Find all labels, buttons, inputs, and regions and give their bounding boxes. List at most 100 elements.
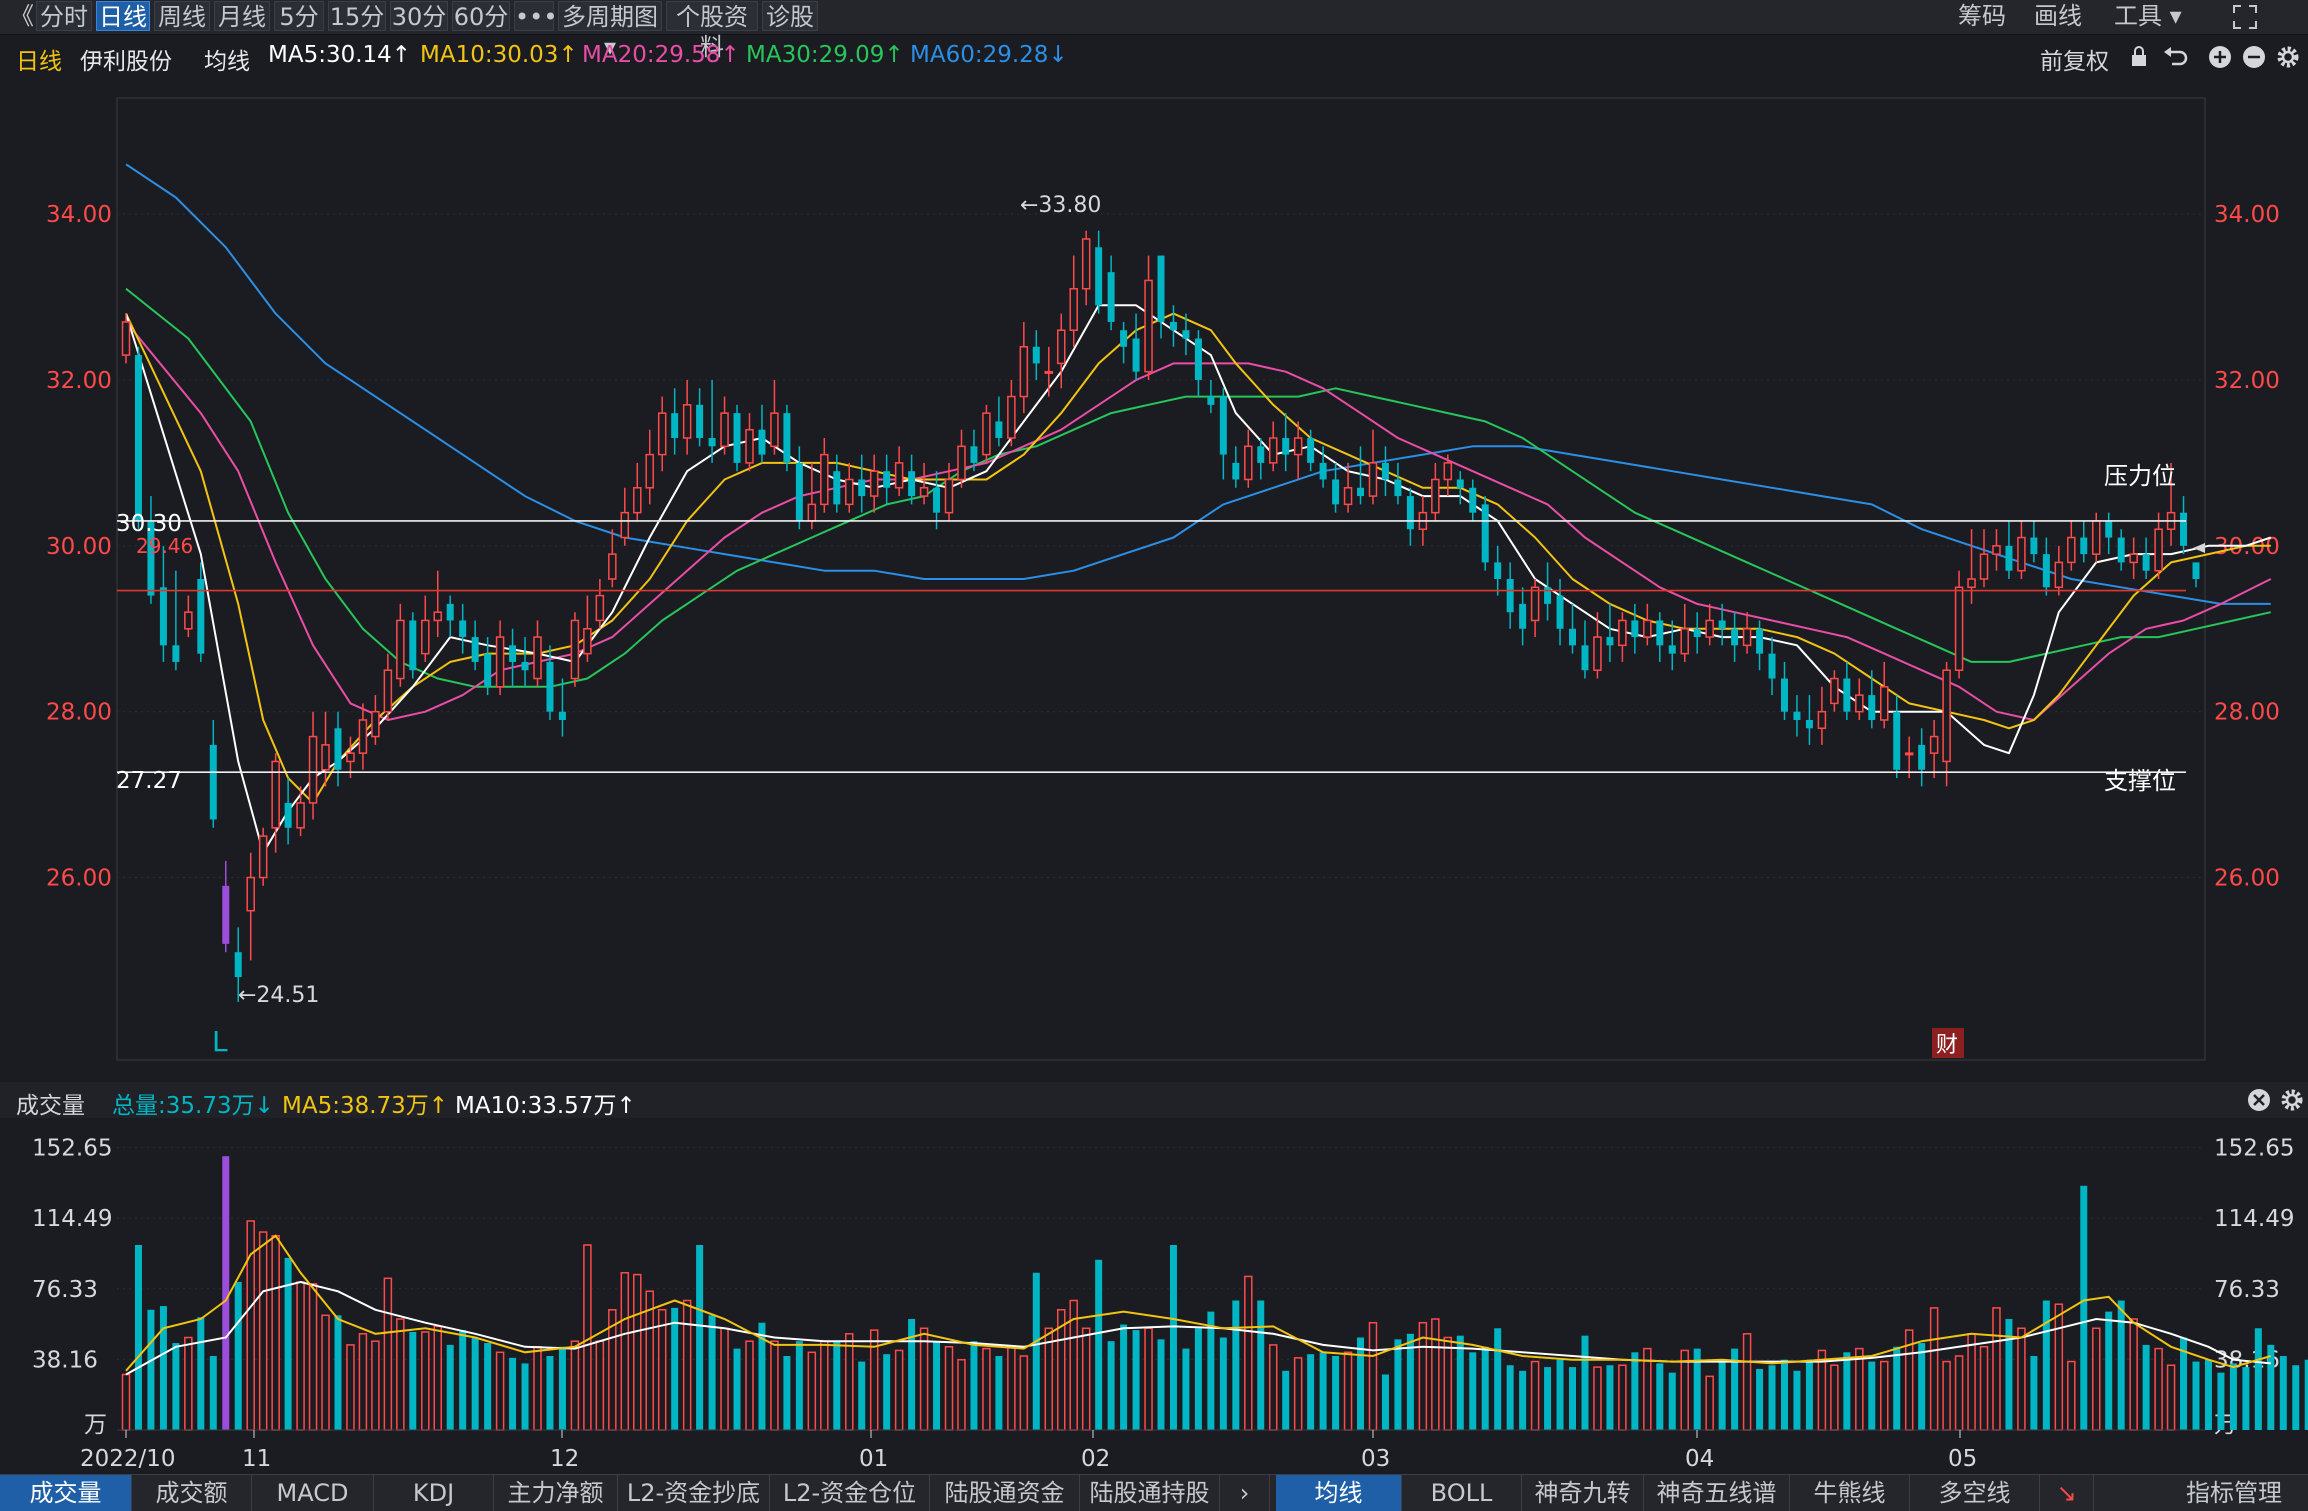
volume-bar [2230,1363,2237,1430]
tab-l2-bottom[interactable]: L2-资金抄底 [618,1475,770,1511]
tab-magic-nine[interactable]: 神奇九转 [1522,1475,1644,1511]
candle-body [497,637,504,687]
stock-name[interactable]: 伊利股份 [80,42,172,76]
volume-axis-label-right: 114.49 [2214,1206,2294,1232]
indicator-header: 日线 伊利股份 均线 MA5:30.14↑ MA10:30.03↑ MA20:2… [0,36,2308,78]
tab-boll[interactable]: BOLL [1402,1475,1522,1511]
candle-body [1320,463,1327,480]
candle-body [1781,679,1788,712]
candle-body [1806,720,1813,728]
volume-bar [546,1356,553,1430]
candle-body [322,745,329,770]
tab-weekly[interactable]: 周线 [154,1,210,31]
candle-body [1918,745,1925,770]
candle-body [883,471,890,488]
volume-bar [322,1315,329,1430]
candle-body [1033,347,1040,364]
tab-intraday[interactable]: 分时 [36,1,92,31]
volume-bar [1756,1369,1763,1430]
candle-body [1868,695,1875,720]
volume-bar [1594,1367,1601,1430]
collapse-icon[interactable]: 《 [10,1,34,31]
tab-macd[interactable]: MACD [252,1475,374,1511]
settings-gear-icon[interactable] [2280,49,2296,65]
candle-body [1793,712,1800,720]
volume-bar [1744,1334,1751,1430]
candle-body [734,413,741,463]
volume-bar [646,1291,653,1430]
tab-60min[interactable]: 60分 [452,1,510,31]
tab-5min[interactable]: 5分 [274,1,324,31]
candle-body [2005,546,2012,571]
candle-body [1357,488,1364,496]
candle-body [260,836,267,877]
more-periods-button[interactable]: ••• [514,1,554,31]
multi-period-dropdown[interactable]: 多周期图 ▾ [558,1,662,31]
fullscreen-icon[interactable] [2232,4,2258,30]
draw-line-button[interactable]: 画线 [2034,1,2082,31]
volume-bar [1893,1347,1900,1430]
candle-body [160,587,167,645]
volume-settings-gear-icon[interactable] [2284,1092,2300,1108]
tab-bull-bear[interactable]: 牛熊线 [1790,1475,1910,1511]
price-axis-label-left: 34.00 [46,202,112,228]
candle-body [659,413,666,454]
tab-daily[interactable]: 日线 [96,1,150,31]
tab-more-indicators-icon[interactable]: ↘ [2040,1475,2094,1511]
more-tabs-icon[interactable]: › [1220,1475,1270,1511]
tab-ma[interactable]: 均线 [1276,1475,1402,1511]
zoom-out-icon[interactable] [2243,46,2265,68]
volume-axis-label-left: 114.49 [32,1206,112,1232]
tab-main-net[interactable]: 主力净额 [494,1475,618,1511]
volume-bar [123,1375,130,1431]
tools-dropdown[interactable]: 工具 ▾ [2114,1,2182,31]
volume-bar [522,1363,529,1430]
candle-body [1893,712,1900,770]
zoom-in-icon[interactable] [2209,46,2231,68]
stock-profile-button[interactable]: 个股资料 [666,1,758,31]
indicator-manage-button[interactable]: 指标管理 [2160,1475,2308,1511]
tab-30min[interactable]: 30分 [390,1,448,31]
candle-body [821,455,828,505]
volume-bar [160,1306,167,1430]
volume-bar [1532,1362,1539,1430]
tab-northbound-holding[interactable]: 陆股通持股 [1080,1475,1220,1511]
volume-bar [272,1236,279,1430]
ma-settings-label[interactable]: 均线 [204,42,250,76]
tab-monthly[interactable]: 月线 [214,1,270,31]
volume-title[interactable]: 成交量 [16,1086,85,1120]
volume-bar [1008,1347,1015,1430]
tab-15min[interactable]: 15分 [328,1,386,31]
volume-bar [1993,1308,2000,1430]
candle-body [297,803,304,828]
volume-bar [384,1278,391,1430]
tab-kdj[interactable]: KDJ [374,1475,494,1511]
tab-volume[interactable]: 成交量 [0,1475,132,1511]
diagnose-button[interactable]: 诊股 [762,1,818,31]
volume-bar [659,1310,666,1430]
price-axis-label-right: 34.00 [2214,202,2280,228]
ma30-value: MA30:29.09↑ [746,42,904,68]
tab-turnover[interactable]: 成交额 [132,1475,252,1511]
adjust-mode[interactable]: 前复权 [2040,42,2109,76]
chip-button[interactable]: 筹码 [1958,1,2006,31]
lock-icon[interactable] [2132,47,2146,66]
tab-magic-five[interactable]: 神奇五线谱 [1644,1475,1790,1511]
tab-long-short[interactable]: 多空线 [1910,1475,2040,1511]
undo-icon[interactable] [2164,47,2186,64]
volume-bar [2155,1349,2162,1430]
volume-bar [1220,1338,1227,1431]
volume-bar [571,1341,578,1430]
volume-bar [2030,1356,2037,1430]
candle-body [833,471,840,504]
tab-l2-position[interactable]: L2-资金仓位 [770,1475,930,1511]
candle-body [222,886,229,944]
close-icon[interactable] [2248,1089,2270,1111]
tab-northbound-flow[interactable]: 陆股通资金 [930,1475,1080,1511]
volume-bar [2292,1365,2299,1430]
volume-bar [946,1347,953,1430]
financial-report-badge[interactable]: 财 [1936,1033,1958,1058]
date-tick-label: 01 [859,1446,888,1472]
